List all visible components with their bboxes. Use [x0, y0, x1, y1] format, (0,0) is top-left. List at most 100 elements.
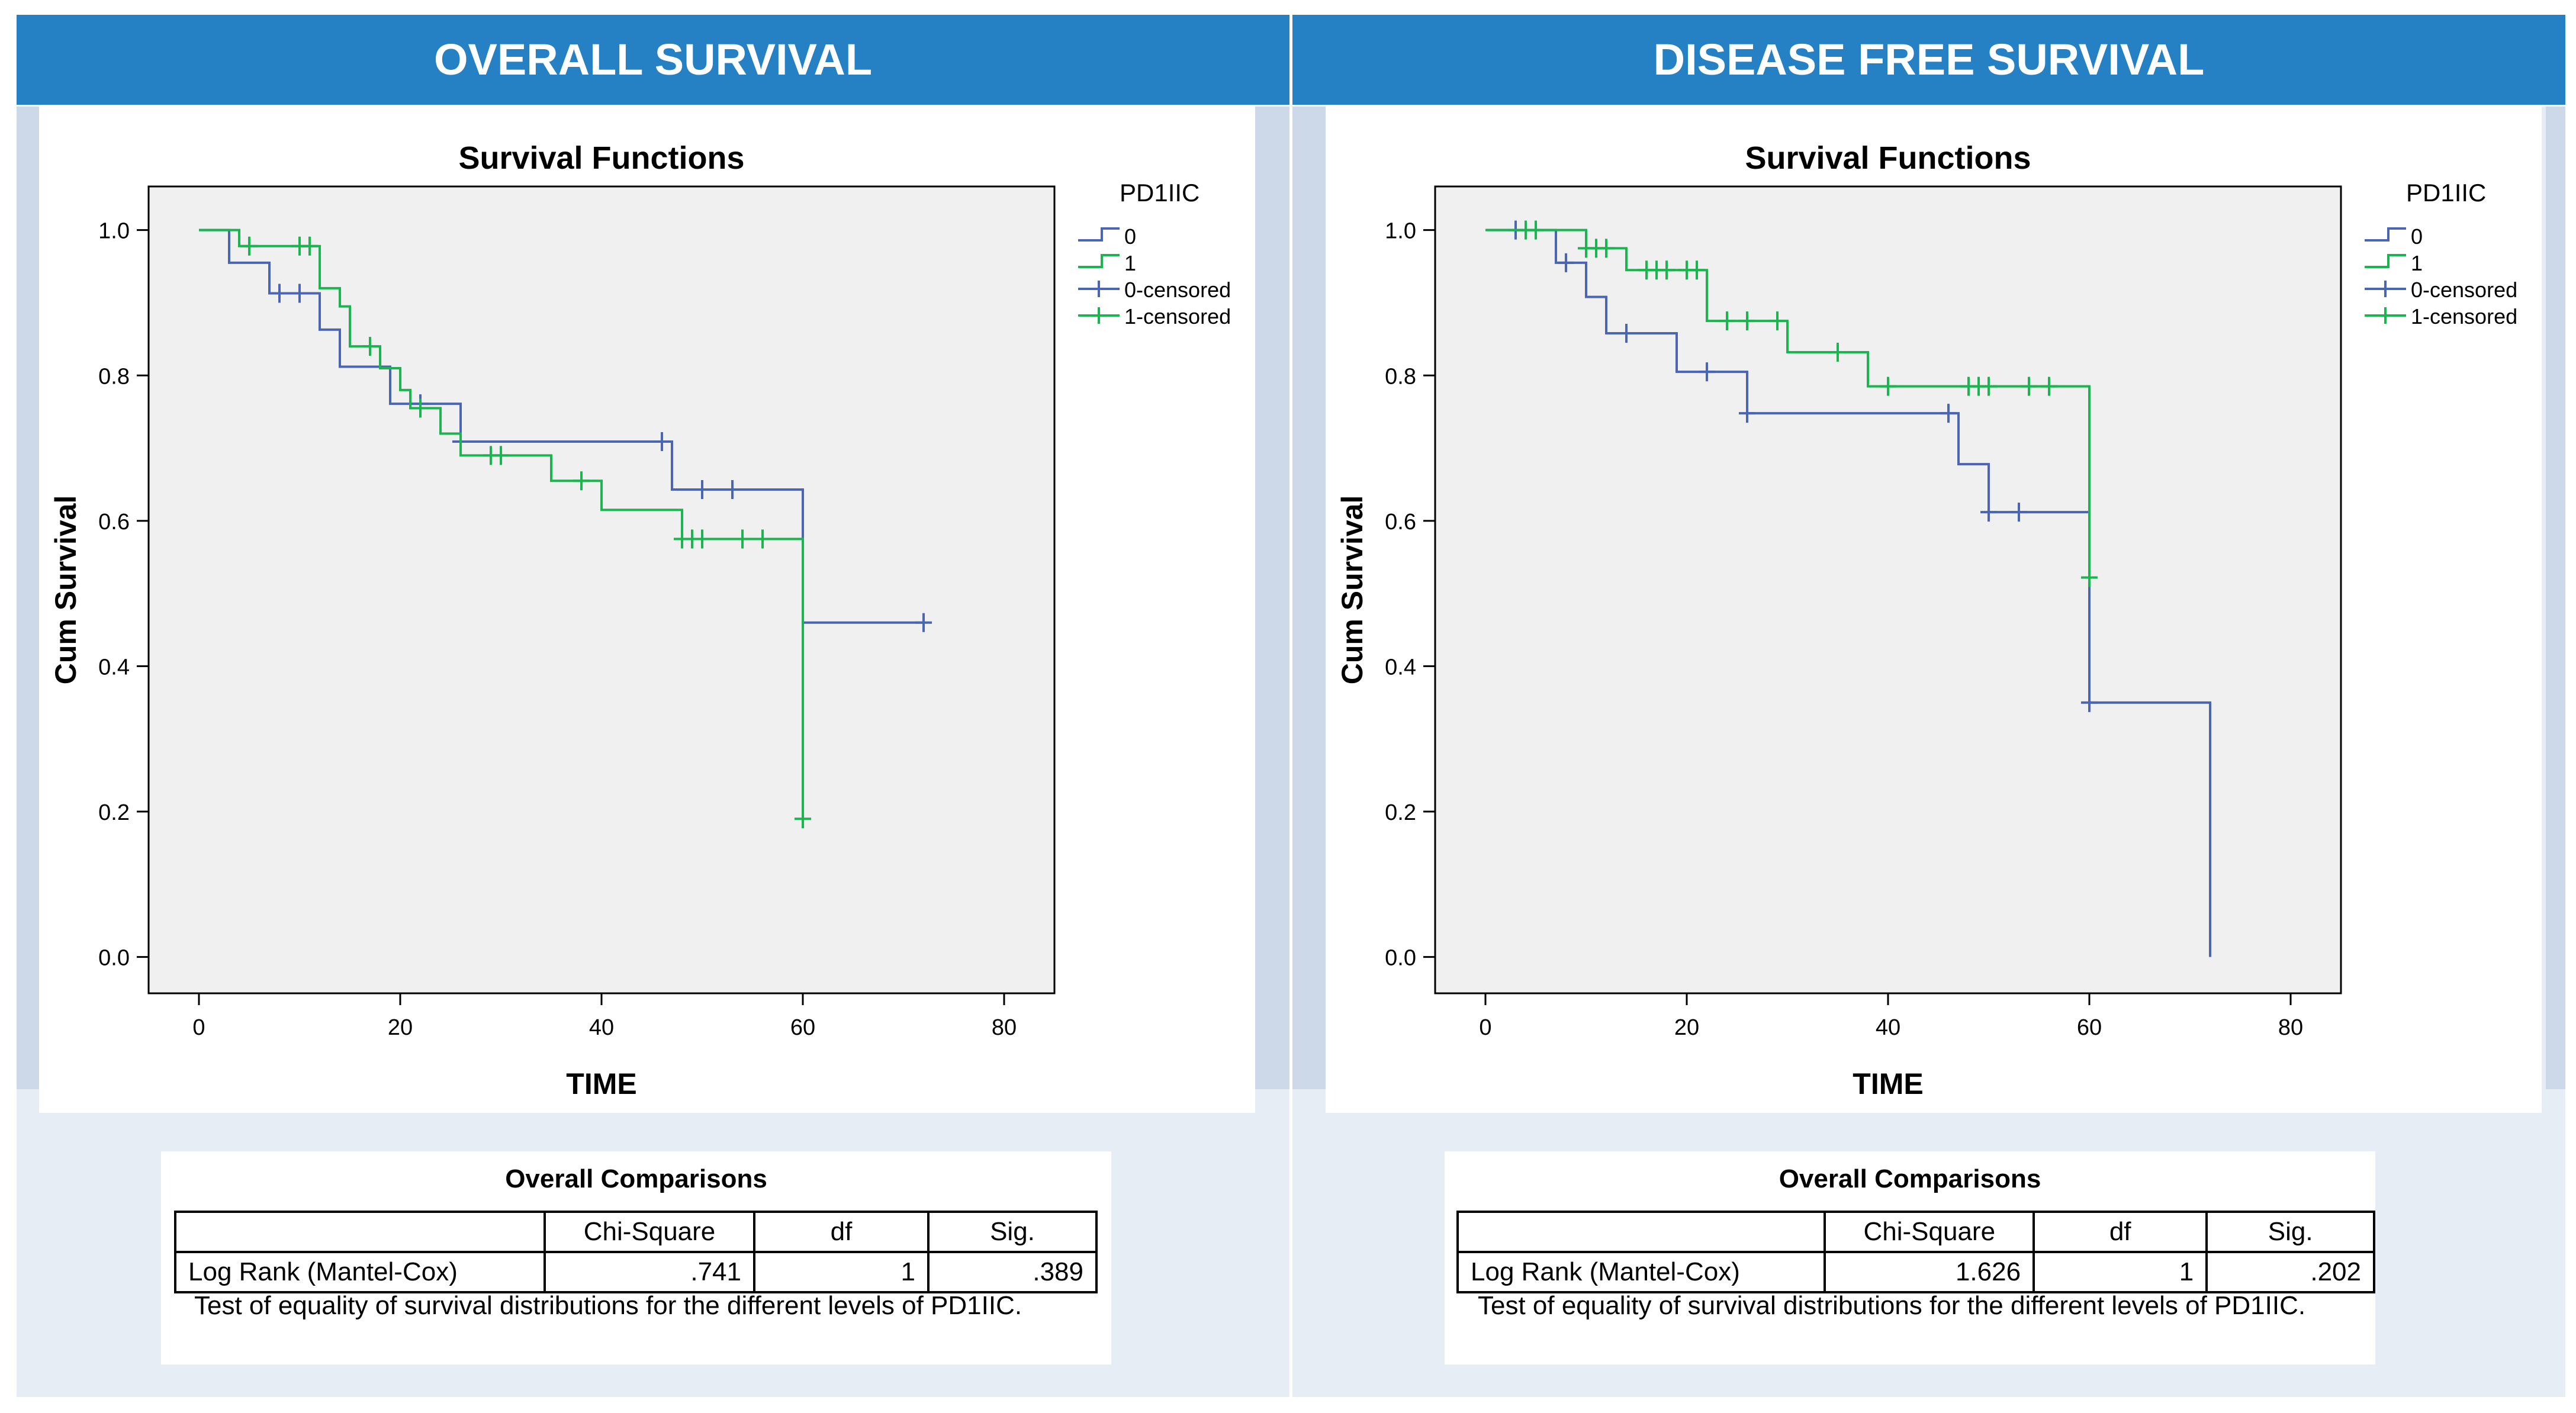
legend-label: 1-censored	[2411, 304, 2517, 329]
value-sig: .202	[2205, 1251, 2375, 1293]
legend-item: 0-censored	[2365, 278, 2517, 302]
legend-label: 1	[2411, 251, 2423, 275]
censor-mark-0	[1558, 253, 1574, 272]
legend-label: 0-censored	[1124, 278, 1231, 302]
censor-mark-0	[291, 284, 308, 303]
y-axis-label: Cum Survival	[1336, 495, 1369, 685]
censor-mark-0	[694, 480, 710, 500]
x-tick-label: 60	[790, 1015, 815, 1040]
legend-label: 0-censored	[2411, 278, 2517, 302]
comparison-table-disease-free: Overall Comparisons Chi-Square df Sig. L…	[1445, 1151, 2375, 1364]
col-header-sig: Sig.	[927, 1211, 1098, 1253]
censor-mark-0	[1940, 404, 1957, 423]
row-label-log-rank: Log Rank (Mantel-Cox)	[1456, 1251, 1826, 1293]
y-tick-label: 0.8	[98, 364, 130, 389]
legend-label: 0	[2411, 224, 2423, 249]
legend-swatch-line	[1078, 254, 1120, 268]
censor-mark-1	[573, 471, 590, 491]
comparison-table: Chi-Square df Sig. Log Rank (Mantel-Cox)…	[174, 1211, 1098, 1293]
censor-mark-1	[1658, 260, 1675, 280]
censor-mark-1	[1719, 311, 1735, 331]
col-header-sig: Sig.	[2205, 1211, 2375, 1253]
censor-mark-1	[1980, 376, 1997, 396]
col-header-df: df	[753, 1211, 930, 1253]
table-corner-cell	[174, 1211, 546, 1253]
x-tick-label: 80	[992, 1015, 1017, 1040]
chart-title: Survival Functions	[1745, 140, 2031, 176]
legend-swatch-line	[1078, 227, 1120, 242]
legend-item: 0	[2365, 224, 2423, 249]
censor-mark-1	[1527, 220, 1544, 240]
header-disease-free-survival: DISEASE FREE SURVIVAL	[1292, 15, 2565, 105]
y-tick-label: 1.0	[1385, 219, 1416, 244]
legend-item: 0	[1078, 224, 1136, 249]
x-tick-label: 20	[1674, 1015, 1699, 1040]
legend-title: PD1IIC	[1120, 179, 1199, 207]
legend-swatch-cross	[2365, 281, 2406, 297]
panel-divider	[1290, 15, 1292, 1400]
panel-strip-left	[17, 107, 39, 1089]
x-axis-label: TIME	[1853, 1067, 1923, 1100]
censor-mark-1	[694, 529, 710, 549]
comparison-table: Chi-Square df Sig. Log Rank (Mantel-Cox)…	[1456, 1211, 2375, 1293]
y-tick-label: 0.6	[1385, 510, 1416, 535]
x-axis-label: TIME	[566, 1067, 636, 1100]
plot-area	[147, 185, 1056, 994]
x-tick-label: 0	[192, 1015, 205, 1040]
censor-mark-1	[1598, 239, 1615, 258]
censor-mark-1	[2021, 376, 2037, 396]
chart-overall-survival: Survival Functions 0.0 0.2 0.4 0.6 0.8 1.0 0 20 4…	[39, 107, 1255, 1113]
censor-mark-0	[1980, 503, 1997, 522]
legend-swatch-line	[2365, 254, 2406, 268]
comparison-table-overall: Overall Comparisons Chi-Square df Sig. L…	[161, 1151, 1111, 1364]
censor-mark-0	[915, 613, 932, 632]
censor-mark-1	[1769, 311, 1786, 331]
survival-curve-0	[199, 228, 924, 624]
col-header-df: df	[2033, 1211, 2208, 1253]
censor-mark-0	[724, 480, 741, 500]
value-df: 1	[753, 1251, 930, 1293]
comparison-title: Overall Comparisons	[1779, 1164, 2041, 1193]
censor-mark-0	[1618, 324, 1635, 343]
legend-label: 0	[1124, 224, 1136, 249]
value-chi-square: .741	[543, 1251, 755, 1293]
chart-disease-free-survival: Survival Functions 0.0 0.2 0.4 0.6 0.8 1.0 0 20 4…	[1326, 107, 2542, 1113]
y-tick-label: 0.4	[1385, 655, 1416, 680]
censor-mark-0	[1699, 362, 1715, 382]
censor-mark-1	[2041, 376, 2057, 396]
comparison-note: Test of equality of survival distributio…	[1478, 1291, 2306, 1320]
y-tick-label: 1.0	[98, 219, 130, 244]
legend-swatch-cross	[1078, 281, 1120, 297]
legend-swatch-cross	[2365, 307, 2406, 324]
col-header-chi-square: Chi-Square	[543, 1211, 755, 1253]
x-tick-label: 0	[1479, 1015, 1491, 1040]
panel-strip-left-right	[1255, 107, 1289, 1089]
legend-label: 1	[1124, 251, 1136, 275]
censor-mark-1	[1739, 311, 1755, 331]
legend-item: 1	[2365, 251, 2423, 275]
comparison-title: Overall Comparisons	[505, 1164, 767, 1193]
y-tick-label: 0.2	[98, 800, 130, 825]
legend-item: 1-censored	[2365, 304, 2517, 329]
censor-mark-1	[1829, 342, 1846, 362]
y-tick-label: 0.4	[98, 655, 130, 680]
censor-mark-0	[2081, 693, 2098, 712]
y-tick-label: 0.0	[1385, 946, 1416, 971]
legend-item: 0-censored	[1078, 278, 1231, 302]
censor-mark-1	[1689, 260, 1705, 280]
censor-mark-0	[2011, 503, 2027, 522]
header-overall-survival: OVERALL SURVIVAL	[17, 15, 1289, 105]
censor-mark-1	[734, 529, 751, 549]
x-tick-label: 20	[388, 1015, 413, 1040]
row-label-log-rank: Log Rank (Mantel-Cox)	[174, 1251, 546, 1293]
censor-mark-1	[795, 809, 811, 829]
legend-label: 1-censored	[1124, 304, 1231, 329]
chart-title: Survival Functions	[458, 140, 744, 176]
survival-chart-svg: Survival Functions 0.0 0.2 0.4 0.6 0.8 1.0 0 20 4…	[1336, 140, 2517, 1100]
censor-mark-1	[1880, 376, 1896, 396]
censor-mark-1	[241, 236, 258, 256]
y-tick-label: 0.0	[98, 946, 130, 971]
panel-strip-right-right	[2546, 107, 2565, 1089]
value-chi-square: 1.626	[1824, 1251, 2035, 1293]
col-header-chi-square: Chi-Square	[1824, 1211, 2035, 1253]
